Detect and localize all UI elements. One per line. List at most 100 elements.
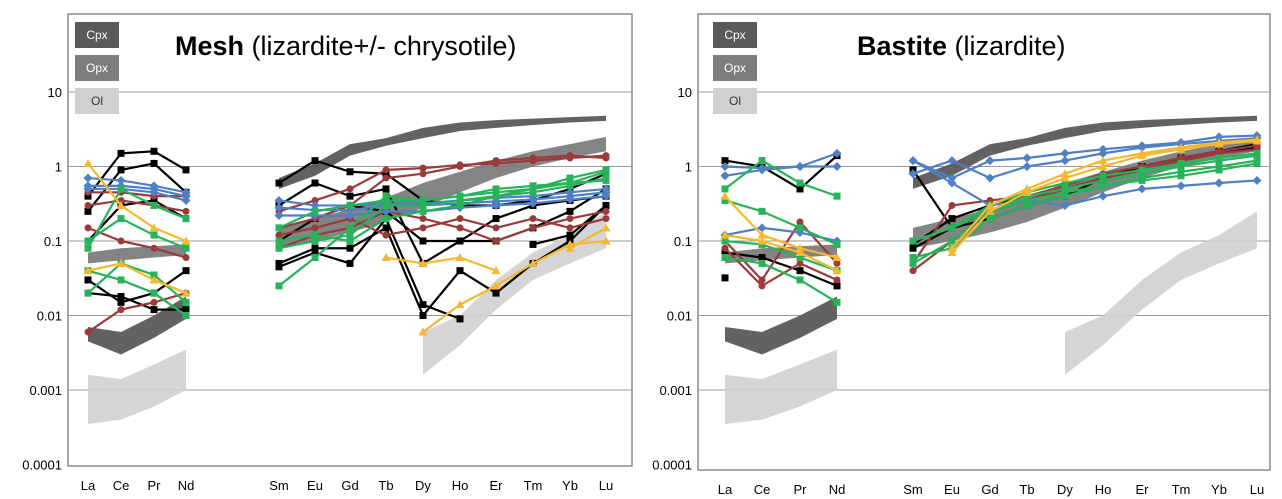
data-point	[311, 157, 319, 165]
data-point	[1253, 149, 1261, 157]
data-point	[795, 243, 805, 252]
data-point	[1060, 148, 1070, 158]
series-line	[724, 239, 838, 272]
data-point	[346, 192, 354, 200]
x-tick-label: Tm	[524, 478, 543, 493]
data-point	[566, 215, 574, 223]
series-line	[724, 159, 838, 198]
data-point	[1022, 162, 1032, 171]
series-line	[87, 176, 187, 194]
data-point	[311, 231, 319, 239]
data-point	[721, 274, 729, 282]
data-point	[721, 244, 729, 252]
data-point	[528, 258, 538, 267]
data-point	[1176, 144, 1186, 153]
data-point	[908, 169, 918, 179]
series-line	[87, 217, 187, 250]
y-tick-label: 0.0001	[22, 458, 62, 473]
x-tick-label: Gd	[981, 482, 998, 497]
data-point	[909, 259, 917, 267]
data-point	[1137, 184, 1147, 194]
x-tick-label: Yb	[1211, 482, 1227, 497]
series-orange	[720, 136, 1262, 275]
data-point	[456, 163, 464, 170]
data-point	[796, 259, 804, 267]
data-point	[419, 301, 427, 309]
data-point	[602, 154, 610, 162]
series-line	[724, 247, 838, 287]
legend-swatch-opx	[713, 55, 757, 81]
data-point	[382, 224, 390, 232]
data-point	[833, 298, 841, 306]
data-point	[84, 207, 92, 215]
cpx-reference-band	[279, 115, 606, 189]
series-line	[724, 256, 838, 304]
data-point	[419, 201, 427, 209]
data-point	[1060, 156, 1070, 166]
data-point	[565, 239, 575, 248]
data-point	[985, 173, 995, 183]
data-point	[117, 306, 125, 314]
data-point	[566, 152, 574, 160]
chart-title: Mesh (lizardite+/- chrysotile)	[175, 31, 516, 61]
data-point	[758, 157, 766, 165]
data-point	[182, 244, 190, 252]
cpx-reference-band	[725, 296, 837, 355]
data-point	[83, 158, 93, 167]
data-point	[182, 298, 190, 306]
data-point	[456, 315, 464, 323]
data-point	[721, 254, 729, 262]
x-tick-label: Lu	[1250, 482, 1264, 497]
data-point	[346, 237, 354, 245]
data-point	[418, 327, 428, 336]
data-point	[182, 215, 190, 223]
data-point	[796, 276, 804, 284]
data-point	[909, 244, 917, 252]
data-point	[1177, 159, 1185, 167]
x-tick-label: Dy	[415, 478, 431, 493]
data-point	[1177, 172, 1185, 180]
data-point	[796, 179, 804, 187]
series-line	[724, 234, 838, 272]
data-point	[149, 187, 159, 197]
ol-reference-band	[423, 211, 606, 375]
data-point	[456, 201, 464, 209]
data-point	[721, 249, 729, 257]
data-point	[419, 215, 427, 223]
series-line	[912, 162, 1258, 243]
data-point	[346, 201, 354, 209]
data-point	[758, 282, 766, 290]
legend-label-cpx: Cpx	[724, 28, 745, 42]
data-point	[566, 231, 574, 239]
data-point	[455, 300, 465, 309]
data-point	[1138, 174, 1146, 182]
data-point	[382, 174, 390, 182]
data-point	[796, 254, 804, 262]
data-point	[150, 244, 158, 252]
data-point	[1023, 192, 1031, 200]
data-point	[491, 266, 501, 275]
series-green	[84, 176, 610, 252]
legend-swatch-cpx	[713, 22, 757, 48]
data-point	[1023, 196, 1031, 204]
data-point	[117, 237, 125, 245]
data-point	[84, 237, 92, 245]
series-orange	[83, 236, 611, 336]
data-point	[1060, 169, 1070, 178]
data-point	[601, 236, 611, 245]
data-point	[181, 236, 191, 245]
data-point	[492, 224, 500, 232]
data-point	[758, 259, 766, 267]
data-point	[456, 267, 464, 275]
data-point	[947, 173, 957, 183]
data-point	[1214, 178, 1224, 188]
data-point	[182, 207, 190, 215]
data-point	[149, 275, 159, 284]
data-point	[455, 253, 465, 262]
data-point	[832, 266, 842, 275]
data-point	[1098, 148, 1108, 158]
data-point	[721, 196, 729, 204]
legend-swatch-cpx	[75, 22, 119, 48]
data-point	[529, 182, 537, 190]
data-point	[1215, 163, 1223, 170]
